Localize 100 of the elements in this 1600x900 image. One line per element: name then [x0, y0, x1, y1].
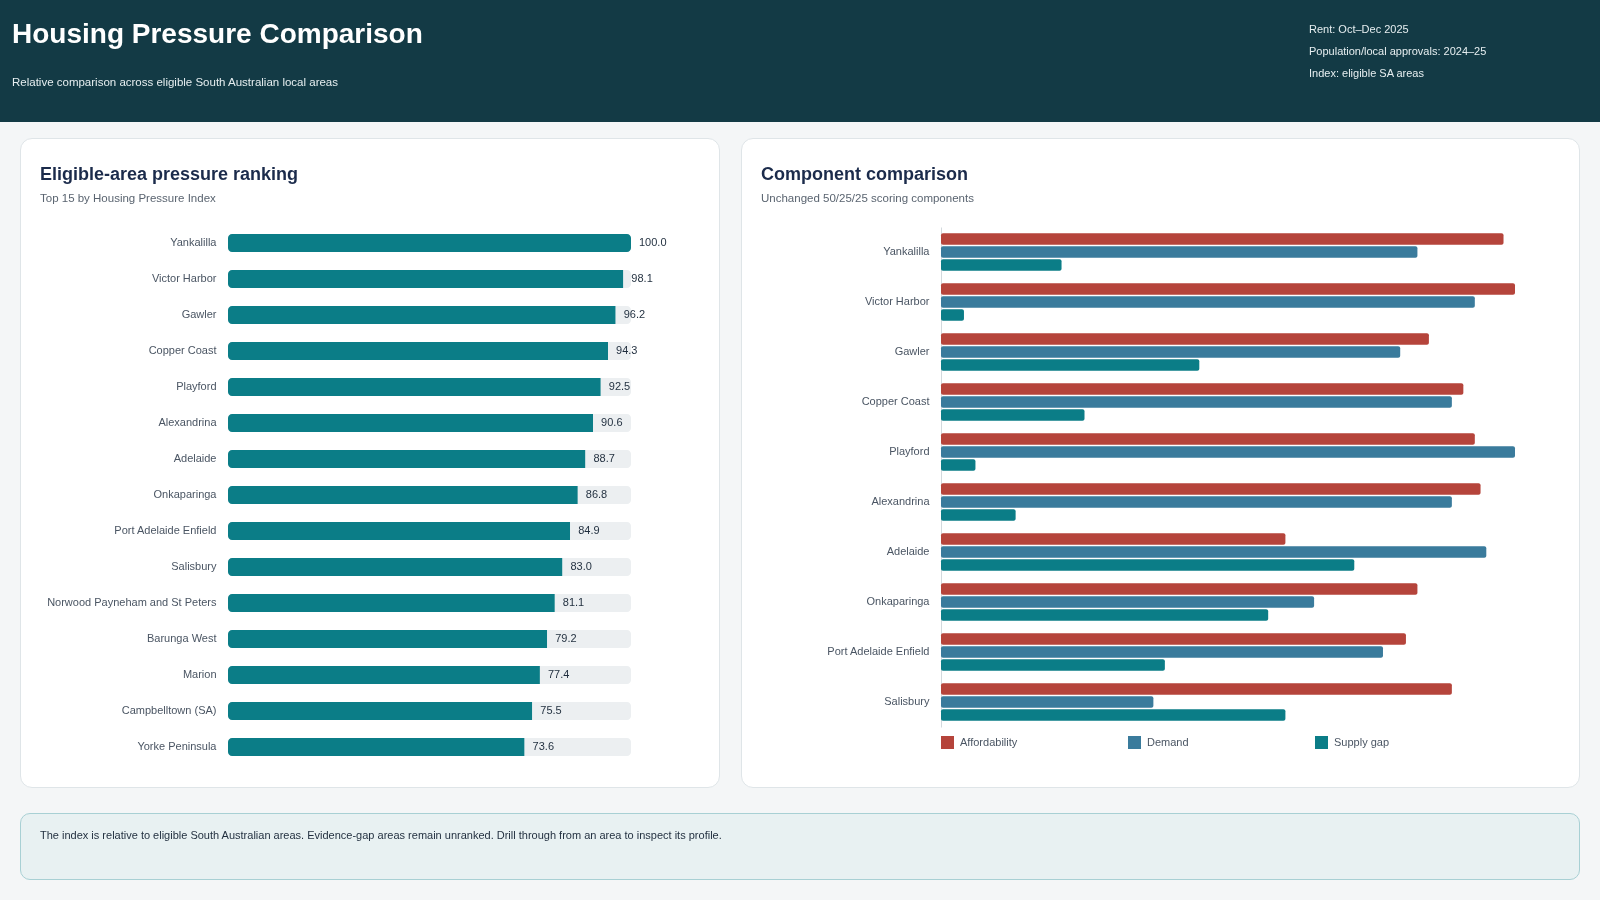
- bar: [940, 433, 1475, 445]
- bar: [228, 270, 624, 288]
- bar: [940, 709, 1285, 721]
- bar: [532, 702, 631, 720]
- data-label: 84.9: [578, 524, 600, 536]
- bar: [940, 359, 1199, 371]
- y-tick-label: Yankalilla: [170, 236, 218, 248]
- y-tick-label: Adelaide: [886, 544, 929, 557]
- y-tick-label: Marion: [182, 668, 217, 680]
- bar: [940, 233, 1504, 245]
- y-tick-label: Salisbury: [171, 560, 217, 572]
- y-tick-label: Alexandrina: [870, 494, 930, 507]
- bar: [940, 546, 1486, 558]
- y-tick-label: Copper Coast: [861, 394, 929, 407]
- bar: [228, 378, 601, 396]
- bar: [940, 309, 964, 321]
- bar: [940, 446, 1515, 458]
- bar: [940, 346, 1400, 358]
- y-tick-label: Salisbury: [883, 694, 930, 707]
- bar: [940, 659, 1165, 671]
- bar: [228, 594, 555, 612]
- bar: [228, 738, 525, 756]
- y-tick-label: Onkaparinga: [153, 488, 218, 500]
- y-tick-label: Campbelltown (SA): [121, 704, 217, 716]
- text: The index is relative to eligible South Australian areas. Evidence-gap areas remain unranked. Drill through from an area to inspect its profile.: [40, 829, 722, 841]
- bar: [940, 383, 1463, 395]
- bar: [228, 630, 548, 648]
- bar: [940, 683, 1452, 695]
- data-label: 90.6: [601, 416, 623, 428]
- bar: [228, 666, 540, 684]
- bar: [228, 522, 571, 540]
- bar: [562, 558, 631, 576]
- bar: [940, 283, 1515, 295]
- y-tick-label: Norwood Payneham and St Peters: [47, 596, 217, 608]
- y-tick-label: Copper Coast: [148, 344, 217, 356]
- legend-label: Supply gap: [1333, 735, 1389, 748]
- legend-label: Demand: [1146, 735, 1189, 748]
- legend-label: Affordability: [959, 735, 1018, 748]
- y-tick-label: Victor Harbor: [864, 294, 930, 307]
- y-tick-label: Port Adelaide Enfield: [826, 644, 929, 657]
- bar: [940, 496, 1452, 508]
- bar: [940, 259, 1062, 271]
- bar: [547, 630, 631, 648]
- data-label: 92.5: [608, 380, 631, 392]
- bar: [940, 559, 1354, 571]
- text: Housing Pressure Comparison: [12, 18, 423, 49]
- bar: [940, 459, 975, 471]
- bar: [623, 270, 631, 288]
- bar: [228, 558, 563, 576]
- bar: [228, 342, 609, 360]
- text: Top 15 by Housing Pressure Index: [40, 192, 216, 205]
- bar: [228, 234, 631, 252]
- data-label: 77.4: [547, 668, 570, 680]
- y-tick-label: Yorke Peninsula: [137, 740, 218, 752]
- chart-title: Eligible-area pressure ranking: [40, 164, 299, 184]
- bar: [524, 738, 631, 756]
- bar: [940, 646, 1383, 658]
- bar: [940, 296, 1475, 308]
- y-tick-label: Alexandrina: [158, 416, 218, 428]
- bar: [228, 414, 594, 432]
- y-tick-label: Playford: [888, 444, 929, 457]
- bar: [940, 596, 1314, 608]
- y-tick-label: Port Adelaide Enfield: [114, 524, 217, 536]
- data-label: 94.3: [616, 344, 638, 356]
- data-label: 98.1: [631, 272, 653, 284]
- y-tick-label: Onkaparinga: [866, 594, 930, 607]
- bar: [539, 666, 631, 684]
- y-tick-label: Victor Harbor: [151, 272, 217, 284]
- bar: [940, 246, 1417, 258]
- y-tick-label: Barunga West: [146, 632, 217, 644]
- bar: [940, 633, 1406, 645]
- y-tick-label: Gawler: [894, 344, 930, 357]
- text: Relative comparison across eligible South Australian local areas: [12, 76, 339, 89]
- text: Index: eligible SA areas: [1309, 67, 1424, 79]
- chart-title: Component comparison: [761, 164, 969, 184]
- chart-subtitle: Unchanged 50/25/25 scoring components: [761, 192, 974, 205]
- data-label: 83.0: [570, 560, 592, 572]
- bar: [940, 483, 1481, 495]
- bar: [940, 583, 1417, 595]
- data-label: 86.8: [585, 488, 608, 500]
- bar: [940, 696, 1153, 708]
- text: Population/local approvals: 2024–25: [1309, 45, 1487, 57]
- bar: [228, 450, 586, 468]
- text: Rent: Oct–Dec 2025: [1309, 23, 1409, 35]
- bar: [554, 594, 631, 612]
- bar: [940, 409, 1084, 421]
- data-label: 100.0: [639, 236, 667, 248]
- bar: [228, 486, 578, 504]
- bar: [940, 333, 1429, 345]
- data-label: 96.2: [623, 308, 646, 320]
- bar: [940, 609, 1268, 621]
- data-label: 81.1: [562, 596, 585, 608]
- data-label: 79.2: [555, 632, 577, 644]
- data-label: 73.6: [532, 740, 555, 752]
- bar: [940, 533, 1285, 545]
- bar: [228, 702, 533, 720]
- bar: [228, 306, 616, 324]
- y-tick-label: Yankalilla: [882, 244, 930, 257]
- data-label: 75.5: [540, 704, 562, 716]
- bar: [940, 396, 1452, 408]
